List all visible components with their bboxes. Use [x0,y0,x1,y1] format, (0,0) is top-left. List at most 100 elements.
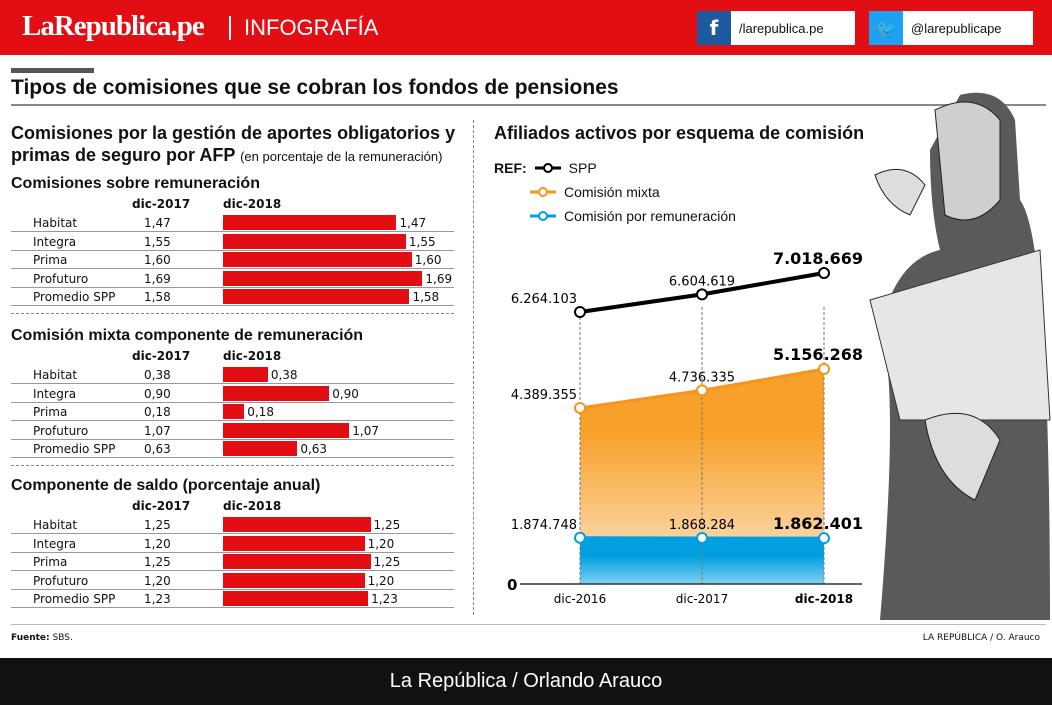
area-mixta [580,369,824,584]
column-header: dic-2017 [132,197,191,211]
bar-2018 [223,572,365,588]
value-2017: 1,23 [144,592,171,606]
data-label: 1.862.401 [773,514,863,533]
chart-title: Afiliados activos por esquema de comisió… [494,123,865,143]
value-2018: 0,63 [300,442,328,456]
divider [11,465,454,466]
bar-2018 [223,517,371,532]
bar-2018 [223,422,350,438]
table-title: Comisiones sobre remuneración [11,175,260,192]
data-label: 5.156.268 [773,345,863,364]
bar-2018 [223,441,298,456]
afp-name: Promedio SPP [33,442,116,456]
data-point [574,306,586,318]
afp-name: Profuturo [33,573,89,588]
data-label: 4.389.355 [511,388,577,403]
value-2017: 1,69 [144,271,171,286]
divider [11,624,1046,625]
data-label: 6.264.103 [511,292,577,307]
area-remuneracion [580,537,824,584]
bar-2018 [223,554,371,569]
table-row: Promedio SPP 1,23 1,23 [11,589,454,608]
value-2017: 0,90 [144,386,171,401]
value-2018: 1,23 [371,592,398,606]
twitter-icon: 🐦 [869,11,903,45]
bar-2018 [223,385,330,401]
table-title: Componente de saldo (porcentaje anual) [11,477,321,494]
column-header: dic-2018 [223,349,282,363]
facebook-handle: /larepublica.pe [739,20,824,36]
left-heading: Comisiones por la gestión de aportes obl… [11,123,456,165]
value-2018: 1,20 [367,573,395,588]
afp-name: Integra [33,234,77,249]
table-row: Integra 0,90 0,90 [11,384,454,403]
column-divider [473,120,474,615]
value-2017: 1,20 [144,536,171,551]
afp-name: Prima [33,253,68,267]
bar-2018 [223,367,268,382]
afp-name: Habitat [33,216,78,230]
table-row: Integra 1,20 1,20 [11,534,454,553]
table-row: Integra 1,55 1,55 [11,232,454,251]
table-row: Profuturo 1,07 1,07 [11,421,454,440]
value-2017: 1,25 [144,555,171,569]
column-header: dic-2017 [132,349,191,363]
legend-spp: REF: SPP [494,160,597,176]
x-tick-label: dic-2017 [676,592,728,606]
afp-name: Profuturo [33,271,89,286]
bar-2018 [223,535,365,551]
table-title: Comisión mixta componente de remuneració… [11,327,364,344]
logo[interactable]: LaRepublica.pe [22,10,205,42]
data-label: 1.874.748 [511,518,577,533]
value-2017: 1,25 [144,518,171,532]
section-label: INFOGRAFÍA [244,15,379,40]
value-2018: 0,90 [332,386,359,401]
x-tick-label: dic-2018 [795,592,853,606]
value-2017: 0,38 [144,368,171,382]
legend-mixta: Comisión mixta [528,184,660,200]
line-area-chart: 0 6.264.103 6.604.619 7.018.669 4.389.355 4.7… [507,92,1051,621]
zero-label: 0 [507,576,517,594]
data-label: 6.604.619 [669,274,735,289]
value-2018: 1,60 [414,253,442,267]
bar-2018 [223,591,369,606]
table-row: Prima 1,25 1,25 [11,552,454,571]
twitter-link[interactable]: 🐦 @larepublicape [869,11,1033,45]
bar-2018 [223,252,412,267]
data-point [818,363,830,375]
column-header: dic-2018 [223,499,282,513]
value-2017: 1,07 [144,423,171,438]
table-row: Prima 1,60 1,60 [11,250,454,269]
afp-name: Prima [33,555,68,569]
afp-name: Prima [33,405,68,419]
value-2017: 0,63 [144,442,171,456]
bar-2018 [223,404,245,419]
credit: LA REPÚBLICA / O. Arauco [922,633,1040,643]
table-row: Habitat 1,25 1,25 [11,515,454,534]
twitter-handle: @larepublicape [911,20,1002,36]
heading-note: (en porcentaje de la remuneración) [240,149,443,164]
data-point [574,531,586,544]
footer-bar: La República / Orlando Arauco [0,658,1052,705]
data-point [818,267,830,279]
table-row: Profuturo 1,69 1,69 [11,269,454,288]
column-header: dic-2018 [223,197,282,211]
afp-name: Habitat [33,368,78,382]
data-label: 7.018.669 [773,249,863,268]
page-title: Tipos de comisiones que se cobran los fo… [11,76,619,99]
value-2017: 1,20 [144,573,171,588]
afp-name: Promedio SPP [33,290,116,304]
data-point [818,532,830,545]
x-tick-label: dic-2016 [554,592,606,606]
afp-name: Integra [33,536,77,551]
value-2017: 1,47 [144,216,171,230]
facebook-link[interactable]: f /larepublica.pe [697,11,855,45]
table-row: Promedio SPP 1,58 1,58 [11,287,454,306]
data-point [574,402,586,414]
data-point [696,288,708,301]
title-rule [11,104,1046,106]
value-2018: 1,25 [373,518,401,532]
divider [229,16,231,40]
bar-2018 [223,270,423,286]
source-note: Fuente: SBS. [11,633,73,643]
